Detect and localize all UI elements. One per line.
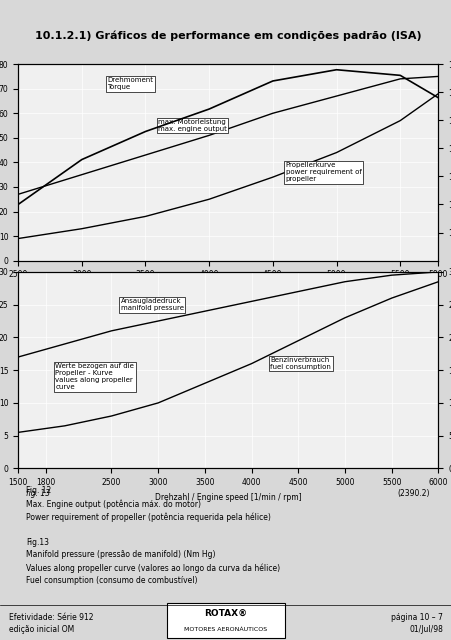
FancyBboxPatch shape — [167, 603, 284, 638]
Text: MOTORES AERONÁUTICOS: MOTORES AERONÁUTICOS — [184, 627, 267, 632]
Text: Ansaugladedruck
manifold pressure: Ansaugladedruck manifold pressure — [120, 298, 184, 311]
Text: (2390.): (2390.) — [401, 273, 429, 282]
Text: Werte bezogen auf die
Propeller - Kurve
values along propeller
curve: Werte bezogen auf die Propeller - Kurve … — [55, 363, 134, 390]
Text: página 10 – 7: página 10 – 7 — [390, 612, 442, 621]
Text: fig. 13: fig. 13 — [27, 489, 51, 498]
Text: (2390.2): (2390.2) — [396, 489, 429, 498]
Text: fig. 12: fig. 12 — [27, 273, 51, 282]
Text: ROTAX®: ROTAX® — [204, 609, 247, 618]
Text: max. Motorleistung
max. engine output: max. Motorleistung max. engine output — [158, 119, 226, 132]
X-axis label: Drehzahl / Engine speed [1/min / rpm]: Drehzahl / Engine speed [1/min / rpm] — [155, 493, 301, 502]
Text: Propellerkurve
power requirement of
propeller: Propellerkurve power requirement of prop… — [285, 162, 361, 182]
Text: 10.1.2.1) Gráficos de performance em condições padrão (ISA): 10.1.2.1) Gráficos de performance em con… — [35, 31, 421, 42]
Text: Drehmoment
Torque: Drehmoment Torque — [107, 77, 153, 90]
Text: Efetividade: Série 912: Efetividade: Série 912 — [9, 612, 93, 621]
Text: Fig. 12
Max. Engine output (potência máx. do motor)
Power requirement of propell: Fig. 12 Max. Engine output (potência máx… — [27, 486, 280, 585]
Text: 01/Jul/98: 01/Jul/98 — [408, 625, 442, 634]
Text: edição inicial OM: edição inicial OM — [9, 625, 74, 634]
Text: Benzinverbrauch
fuel consumption: Benzinverbrauch fuel consumption — [270, 357, 331, 370]
